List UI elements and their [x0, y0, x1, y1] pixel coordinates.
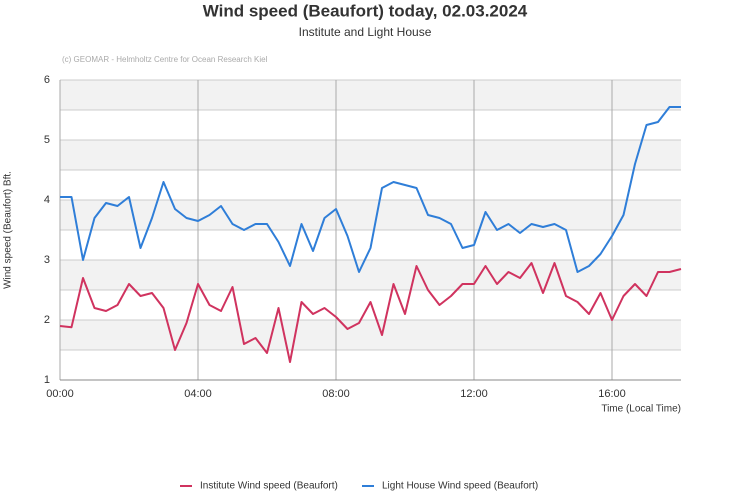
y-tick-label: 1 — [44, 374, 50, 386]
chart-title: Wind speed (Beaufort) today, 02.03.2024 — [203, 1, 528, 20]
x-tick-label: 12:00 — [460, 388, 488, 400]
legend-label: Institute Wind speed (Beaufort) — [200, 481, 338, 492]
y-tick-label: 3 — [44, 254, 50, 266]
grid-band — [60, 80, 681, 110]
chart-subtitle: Institute and Light House — [299, 25, 432, 39]
series-line — [60, 106, 681, 273]
y-tick-label: 5 — [44, 134, 50, 146]
x-tick-label: 00:00 — [46, 388, 74, 400]
y-tick-label: 4 — [44, 194, 50, 206]
y-axis-title: Wind speed (Beaufort) Bft. — [3, 171, 14, 289]
grid-band — [60, 260, 681, 290]
x-axis-title: Time (Local Time) — [601, 404, 681, 415]
credit: (c) GEOMAR - Helmholtz Centre for Ocean … — [62, 55, 268, 64]
grid-band — [60, 320, 681, 350]
x-tick-label: 04:00 — [184, 388, 212, 400]
y-tick-label: 6 — [44, 74, 50, 86]
grid-band — [60, 200, 681, 230]
x-tick-label: 08:00 — [322, 388, 350, 400]
y-tick-label: 2 — [44, 314, 50, 326]
series-line — [59, 262, 682, 363]
grid-band — [60, 140, 681, 170]
x-tick-label: 16:00 — [598, 388, 626, 400]
legend-label: Light House Wind speed (Beaufort) — [382, 481, 538, 492]
